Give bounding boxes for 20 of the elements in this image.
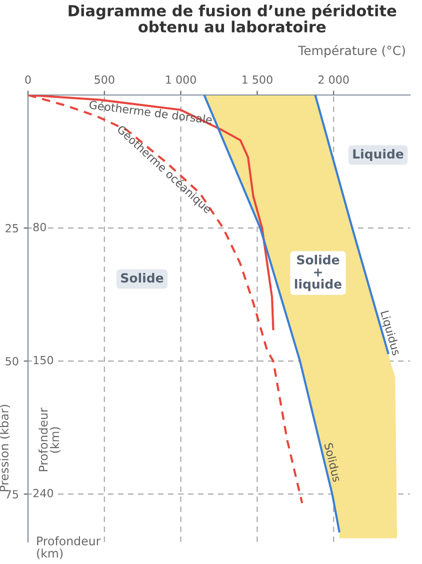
y-tick-label: 50 bbox=[6, 357, 18, 366]
x-tick-label: 0 bbox=[25, 75, 31, 84]
y-tick-label: 25 bbox=[6, 224, 18, 232]
x-tick-label: 1 500 bbox=[242, 75, 272, 84]
text: Liquidus bbox=[378, 310, 402, 356]
x-axis-title: Température (°C) bbox=[298, 45, 405, 58]
annotation: 150 bbox=[34, 356, 54, 364]
x-tick-label: 500 bbox=[94, 75, 114, 84]
annotation: Liquide bbox=[353, 148, 404, 162]
annotation: Profondeur (km) bbox=[38, 408, 61, 472]
annotation: Solide + liquide bbox=[294, 254, 342, 292]
text: Solidus bbox=[324, 442, 342, 482]
x-tick-label: 1 000 bbox=[166, 75, 196, 84]
annotation: 80 bbox=[33, 222, 46, 232]
annotation: 240 bbox=[33, 488, 54, 498]
annotation: Profondeur (km) bbox=[37, 536, 101, 560]
text: Géotherme de dorsale bbox=[89, 100, 212, 124]
annotation: Solide bbox=[121, 272, 164, 283]
chart-title: Diagramme de fusion d’une péridotite obtenu au laboratoire bbox=[68, 4, 396, 33]
x-tick-label: 2 000 bbox=[318, 75, 349, 84]
